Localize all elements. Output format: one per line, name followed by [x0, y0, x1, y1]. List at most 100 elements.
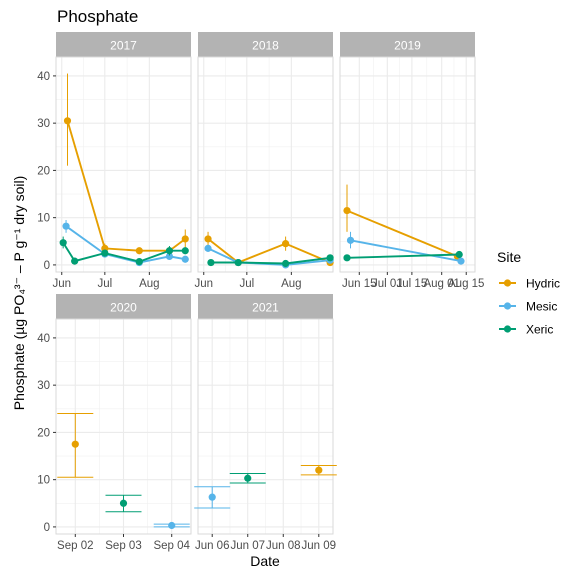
panel-border: [197, 318, 334, 535]
data-point: [181, 247, 189, 255]
y-tick-label: 10: [37, 213, 50, 225]
facet-panels: 2017 0 10 20 30 40 Jun Jul Aug 2018 Jun Jul Aug 2019 J…: [37, 32, 484, 552]
y-tick-label: 10: [37, 475, 50, 487]
x-tick-label: Aug 15: [448, 278, 484, 290]
y-tick-label: 40: [37, 333, 50, 345]
data-point: [282, 240, 290, 248]
y-tick-label: 40: [37, 71, 50, 83]
chart-title: Phosphate: [57, 7, 138, 26]
legend-title: Site: [497, 249, 521, 265]
facet-strip: [56, 294, 191, 319]
legend-key-point: [503, 279, 512, 287]
facet-strip-label: 2021: [252, 301, 279, 315]
series-line-hydric: [346, 209, 458, 258]
data-point: [326, 254, 334, 262]
facet-strip: [56, 32, 191, 57]
series-xeric: [343, 250, 463, 262]
series-hydric: [343, 184, 462, 261]
legend-item-xeric: Xeric: [499, 323, 553, 337]
facet-strip-label: 2018: [252, 39, 279, 53]
y-tick-label: 0: [44, 522, 50, 534]
y-tick-label: 30: [37, 380, 50, 392]
data-point: [181, 235, 189, 243]
data-point: [62, 222, 70, 230]
x-tick-label: Jun: [52, 278, 71, 290]
data-point: [181, 255, 189, 263]
data-point: [119, 499, 128, 507]
x-tick-label: Jun 09: [302, 540, 337, 552]
facet-panel-2020: 2020 0 10 20 30 40 Sep 02 Sep 03 Sep 04: [37, 294, 192, 552]
data-point: [71, 440, 79, 448]
series-line-hydric: [207, 238, 331, 264]
series-hydric: [63, 73, 189, 255]
panel-border: [339, 56, 476, 273]
facet-strip-label: 2020: [110, 301, 137, 315]
y-tick-label: 20: [37, 427, 50, 439]
y-axis-title: Phosphate (µg PO₄³⁻ – P g⁻¹ dry soil): [11, 176, 27, 411]
data-point: [315, 466, 323, 474]
facet-strip: [340, 32, 475, 57]
x-tick-label: Aug: [281, 278, 301, 290]
x-tick-label: Jun 15: [342, 278, 377, 290]
x-tick-label: Jun 06: [195, 540, 230, 552]
data-point: [204, 244, 212, 252]
y-tick-label: 0: [44, 260, 50, 272]
data-point: [343, 254, 351, 262]
legend-label: Hydric: [526, 277, 560, 291]
panel-border: [197, 56, 334, 273]
series-line-hydric: [66, 120, 186, 252]
facet-panel-2018: 2018 Jun Jul Aug: [194, 32, 334, 290]
facet-panel-2017: 2017 0 10 20 30 40 Jun Jul Aug: [37, 32, 192, 290]
legend: Site Hydric Mesic Xeric: [497, 249, 560, 337]
data-point: [282, 259, 290, 268]
panel-border: [55, 56, 192, 273]
data-point: [343, 206, 351, 215]
data-point: [71, 257, 79, 265]
data-point: [204, 235, 212, 243]
legend-item-hydric: Hydric: [499, 277, 560, 291]
series-hydric: [300, 464, 337, 476]
facet-strip-label: 2019: [394, 39, 421, 53]
facet-panel-2021: 2021 Jun 06 Jun 07 Jun 08 Jun 09: [194, 294, 337, 552]
x-tick-label: Aug 01: [423, 278, 459, 290]
x-tick-label: Jun 07: [230, 540, 265, 552]
x-tick-label: Sep 04: [153, 540, 190, 552]
x-tick-label: Sep 03: [105, 540, 141, 552]
data-point: [165, 252, 174, 261]
facet-strip: [198, 32, 333, 57]
x-tick-label: Jun: [194, 278, 213, 290]
series-mesic: [153, 521, 190, 530]
series-xeric: [229, 473, 266, 484]
legend-item-mesic: Mesic: [499, 300, 557, 314]
x-tick-label: Jul 01: [372, 278, 403, 290]
series-hydric: [57, 413, 94, 478]
series-line-xeric: [210, 256, 331, 265]
data-point: [457, 257, 465, 265]
series-hydric: [204, 231, 334, 267]
series-line-mesic: [350, 239, 462, 263]
data-point: [455, 250, 463, 259]
data-point: [101, 249, 109, 257]
legend-key-point: [503, 325, 512, 333]
data-point: [59, 239, 67, 247]
series-xeric: [105, 494, 142, 513]
y-tick-label: 20: [37, 165, 50, 177]
data-point: [234, 258, 242, 267]
data-point: [135, 247, 143, 255]
legend-label: Mesic: [526, 300, 557, 314]
data-point: [168, 521, 176, 530]
data-point: [135, 258, 143, 266]
facet-strip: [198, 294, 333, 319]
facet-strip-label: 2017: [110, 39, 137, 53]
series-mesic: [194, 486, 231, 509]
y-tick-label: 30: [37, 118, 50, 130]
legend-label: Xeric: [526, 323, 553, 337]
data-point: [63, 117, 72, 125]
series-xeric: [207, 254, 334, 268]
series-mesic: [346, 231, 465, 265]
x-tick-label: Jun 08: [266, 540, 301, 552]
x-tick-label: Sep 02: [57, 540, 93, 552]
x-tick-label: Jul: [97, 278, 112, 290]
